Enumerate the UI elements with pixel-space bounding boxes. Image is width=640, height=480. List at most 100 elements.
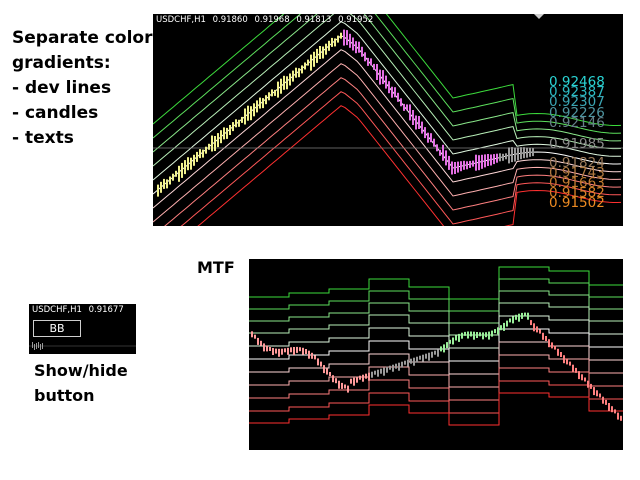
mtf-candle <box>482 332 484 340</box>
candle <box>478 155 480 171</box>
mtf-candle <box>458 333 460 342</box>
deviation-band-line <box>153 14 622 153</box>
mtf-band-line <box>249 380 623 414</box>
candle <box>232 122 234 132</box>
mtf-candle <box>335 378 337 384</box>
mtf-candle <box>518 313 520 322</box>
candle <box>403 103 405 111</box>
candle <box>469 160 471 168</box>
candle <box>460 161 462 172</box>
candle <box>502 153 504 161</box>
mtf-candle <box>296 346 298 353</box>
deviation-band-line <box>164 77 622 226</box>
mtf-candle <box>539 329 541 334</box>
mtf-candle <box>365 373 367 379</box>
candle <box>364 52 366 62</box>
candle <box>235 119 237 128</box>
candle <box>193 154 195 166</box>
mtf-candle <box>608 403 610 411</box>
mtf-candle <box>551 342 553 349</box>
candle <box>160 181 162 193</box>
candle <box>505 153 507 160</box>
candle <box>511 147 513 163</box>
candle <box>226 127 228 139</box>
candle <box>514 147 516 162</box>
candle <box>268 92 270 101</box>
candle <box>298 68 300 78</box>
candle <box>394 87 396 98</box>
button-caption-line: button <box>34 386 95 405</box>
mtf-candle <box>413 357 415 366</box>
mtf-candle <box>506 320 508 327</box>
mtf-candle <box>269 347 271 351</box>
mtf-candle <box>353 377 355 386</box>
mtf-candle <box>401 361 403 368</box>
price-label: 0.92307 <box>549 94 605 110</box>
mtf-candle <box>299 347 301 352</box>
mtf-candle <box>566 358 568 365</box>
candle <box>277 81 279 98</box>
candle <box>412 110 414 125</box>
open-price: 0.91860 <box>212 15 248 25</box>
candle <box>355 41 357 54</box>
mtf-candle <box>443 344 445 353</box>
mtf-candle <box>557 348 559 356</box>
candle <box>406 104 408 111</box>
candle <box>253 103 255 117</box>
main-chart[interactable]: USDCHF,H1 0.91860 0.91968 0.91813 0.9195… <box>153 14 623 226</box>
mtf-candle <box>554 345 556 350</box>
mtf-candle <box>479 332 481 337</box>
button-caption-line: Show/hide <box>34 361 128 380</box>
mtf-candle <box>593 387 595 396</box>
candle <box>427 132 429 143</box>
candle <box>163 178 165 189</box>
mtf-candle <box>311 352 313 359</box>
mtf-candle <box>563 355 565 364</box>
candle <box>259 97 261 109</box>
mtf-candle <box>569 361 571 366</box>
mtf-candle <box>380 368 382 374</box>
candle <box>445 150 447 166</box>
candle <box>328 40 330 51</box>
button-caption: Show/hide button <box>34 358 128 408</box>
mtf-candle <box>602 396 604 404</box>
features-caption-line: - dev lines <box>12 78 112 98</box>
mtf-caption: MTF <box>197 258 235 277</box>
candle <box>346 30 348 46</box>
bb-toggle-button[interactable]: BB <box>33 320 81 337</box>
deviation-band-line <box>180 91 622 226</box>
price-label: 0.91582 <box>549 185 605 201</box>
candle <box>388 81 390 94</box>
mini-candle <box>38 342 39 348</box>
mtf-band-line <box>249 302 623 336</box>
mtf-band-line <box>249 278 623 312</box>
mtf-candle <box>398 362 400 371</box>
mtf-candle <box>419 355 421 360</box>
mtf-chart[interactable] <box>249 259 623 450</box>
mtf-candle <box>356 376 358 383</box>
mtf-candle <box>488 331 490 340</box>
price-label: 0.91502 <box>549 195 605 211</box>
candle <box>454 162 456 174</box>
candle <box>331 37 333 47</box>
mtf-candle <box>308 350 310 359</box>
candle <box>418 116 420 129</box>
mini-candle <box>36 343 37 349</box>
candle <box>292 70 294 82</box>
candle <box>481 154 483 169</box>
mtf-candle <box>347 385 349 393</box>
deviation-band-line <box>197 105 622 226</box>
candle <box>421 121 423 134</box>
mtf-candle <box>350 378 352 384</box>
mtf-candle <box>464 331 466 336</box>
main-chart-header: USDCHF,H1 0.91860 0.91968 0.91813 0.9195… <box>156 15 377 25</box>
candle <box>496 153 498 163</box>
mtf-candle <box>530 320 532 326</box>
mtf-candle <box>326 368 328 375</box>
mini-candle <box>32 342 33 348</box>
mtf-candle <box>434 350 436 355</box>
mtf-candle <box>452 337 454 345</box>
chart-shift-marker <box>534 14 544 19</box>
mtf-candle <box>281 348 283 355</box>
mtf-candle <box>293 347 295 355</box>
